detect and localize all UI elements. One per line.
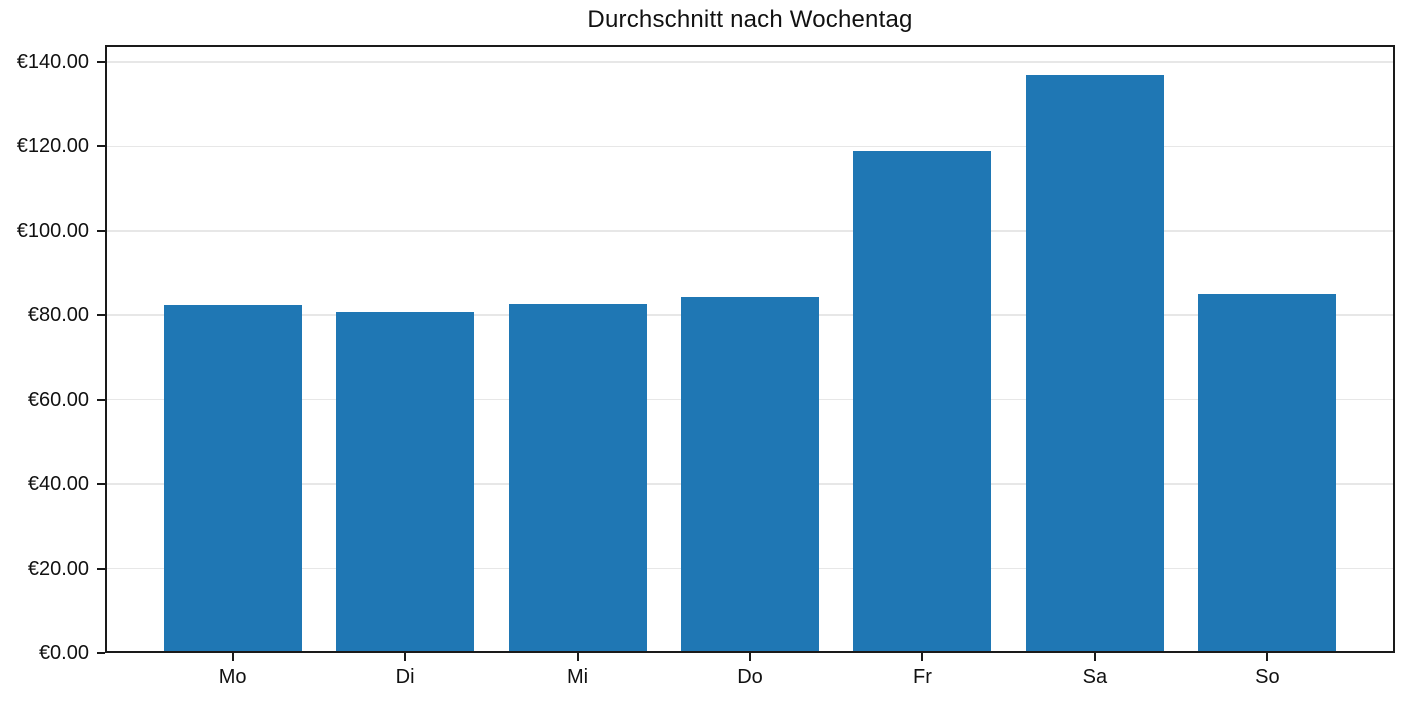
bar-so: [1198, 294, 1337, 653]
gridline: [105, 145, 1395, 148]
chart-title: Durchschnitt nach Wochentag: [587, 6, 913, 33]
y-tick-label: €140.00: [16, 50, 89, 73]
y-tick-label: €0.00: [38, 642, 89, 664]
bar-di: [336, 312, 475, 653]
y-tick-mark: [97, 652, 105, 654]
y-tick-mark: [97, 398, 105, 401]
y-tick-mark: [97, 567, 105, 570]
bar-fr: [853, 150, 992, 653]
x-tick-label-di: Di: [395, 666, 415, 688]
x-tick-label-so: So: [1255, 666, 1280, 688]
y-tick-mark: [97, 314, 105, 317]
x-tick-label-mo: Mo: [218, 666, 247, 688]
y-tick-mark: [97, 60, 105, 63]
x-tick-label-do: Do: [737, 666, 763, 688]
x-tick-label-mi: Mi: [566, 666, 589, 688]
y-tick-label: €120.00: [16, 135, 89, 158]
x-tick-mark: [231, 653, 234, 661]
y-tick-label: €80.00: [27, 304, 89, 327]
x-tick-mark: [404, 653, 407, 661]
gridline: [105, 230, 1395, 232]
y-tick-label: €20.00: [27, 557, 89, 580]
x-tick-mark: [749, 653, 751, 661]
x-tick-label-fr: Fr: [913, 666, 932, 688]
y-tick-label: €60.00: [27, 388, 89, 411]
x-tick-label-sa: Sa: [1082, 666, 1108, 688]
gridline: [105, 61, 1395, 63]
y-tick-mark: [97, 229, 105, 232]
bar-mi: [508, 303, 647, 653]
bar-do: [681, 297, 819, 653]
y-tick-mark: [97, 145, 105, 148]
y-tick-label: €40.00: [27, 473, 89, 496]
x-tick-mark: [921, 653, 924, 661]
x-tick-mark: [1093, 653, 1096, 661]
y-tick-mark: [97, 483, 105, 486]
plot-area: [105, 45, 1395, 653]
bar-mo: [163, 304, 302, 653]
bar-sa: [1025, 74, 1164, 653]
y-tick-label: €100.00: [16, 219, 89, 242]
x-tick-mark: [1266, 653, 1269, 661]
x-tick-mark: [576, 653, 579, 661]
